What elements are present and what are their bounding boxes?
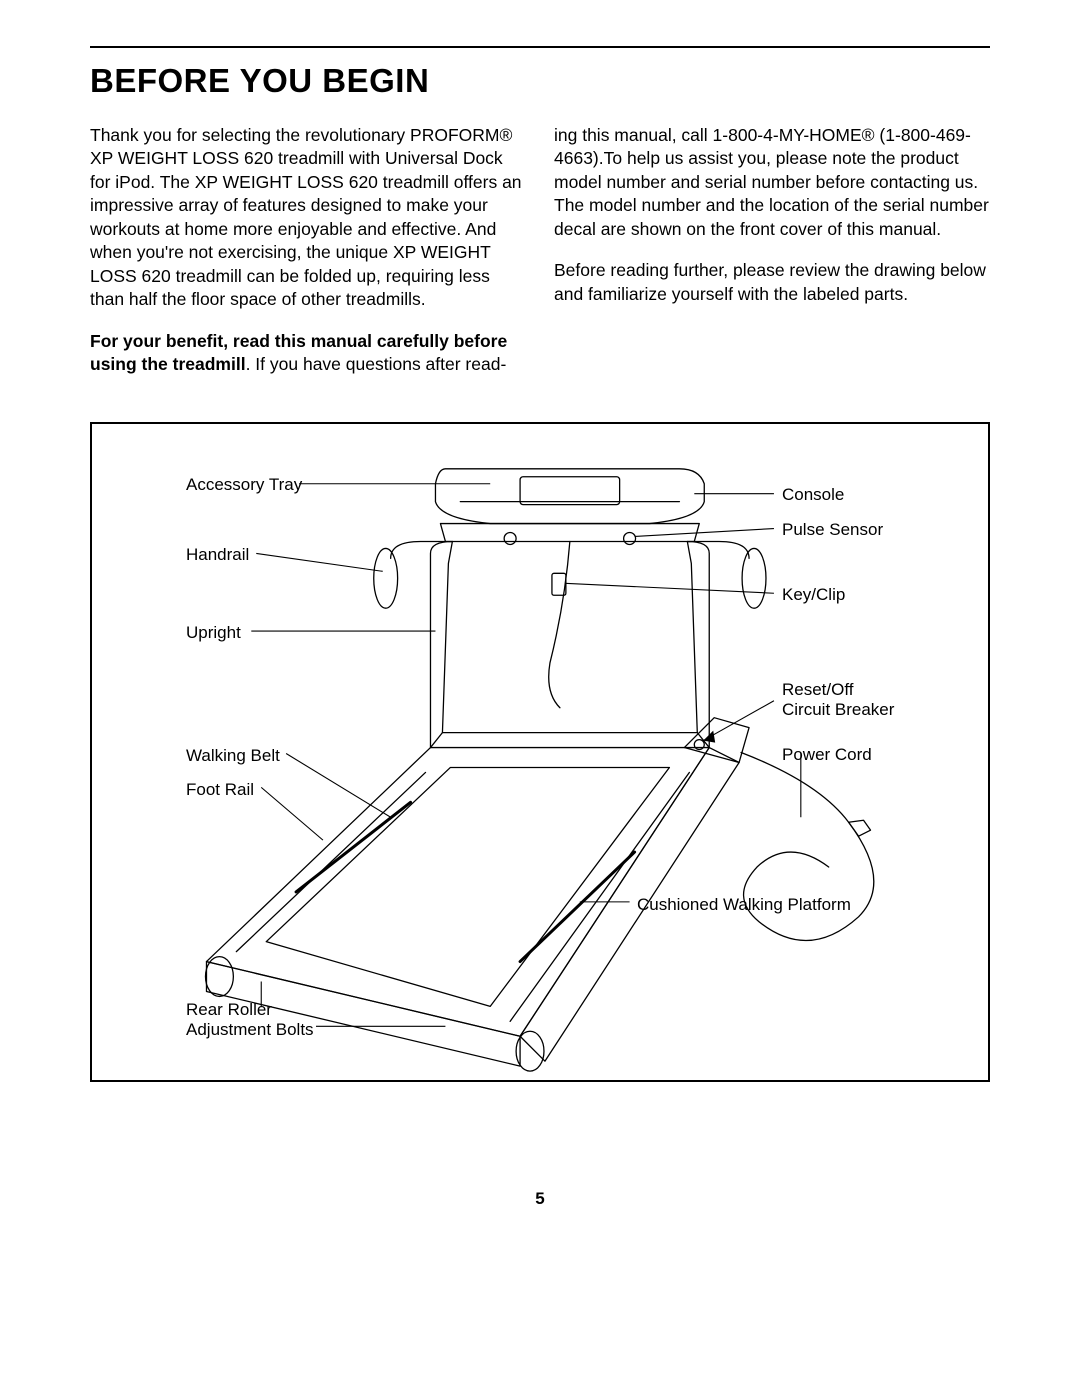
intro-paragraph: Thank you for selecting the revolutionar… [90,124,526,312]
label-rear-roller-2: Adjustment Bolts [186,1019,314,1040]
label-reset-off-1: Reset/Off [782,679,854,700]
label-walking-belt: Walking Belt [186,745,280,766]
label-cushioned-platform: Cushioned Walking Platform [637,894,851,915]
para2-rest: . If you have questions after read- [246,354,507,374]
contact-paragraph: ing this manual, call 1-800-4-MY-HOME® (… [554,124,990,241]
label-pulse-sensor: Pulse Sensor [782,519,883,540]
label-console: Console [782,484,844,505]
label-power-cord: Power Cord [782,744,872,765]
label-foot-rail: Foot Rail [186,779,254,800]
page-number: 5 [0,1189,1080,1209]
body-columns: Thank you for selecting the revolutionar… [90,124,990,394]
read-carefully-paragraph: For your benefit, read this manual caref… [90,330,526,377]
manual-page: BEFORE YOU BEGIN Thank you for selecting… [0,0,1080,1397]
label-key-clip: Key/Clip [782,584,845,605]
column-right: ing this manual, call 1-800-4-MY-HOME® (… [554,124,990,394]
label-rear-roller-1: Rear Roller [186,999,272,1020]
page-title: BEFORE YOU BEGIN [90,62,990,100]
top-rule [90,46,990,48]
label-handrail: Handrail [186,544,249,565]
label-upright: Upright [186,622,241,643]
parts-diagram: Accessory Tray Handrail Upright Walking … [90,422,990,1082]
review-drawing-paragraph: Before reading further, please review th… [554,259,990,306]
label-reset-off-2: Circuit Breaker [782,699,894,720]
column-left: Thank you for selecting the revolutionar… [90,124,526,394]
label-accessory-tray: Accessory Tray [186,474,302,495]
